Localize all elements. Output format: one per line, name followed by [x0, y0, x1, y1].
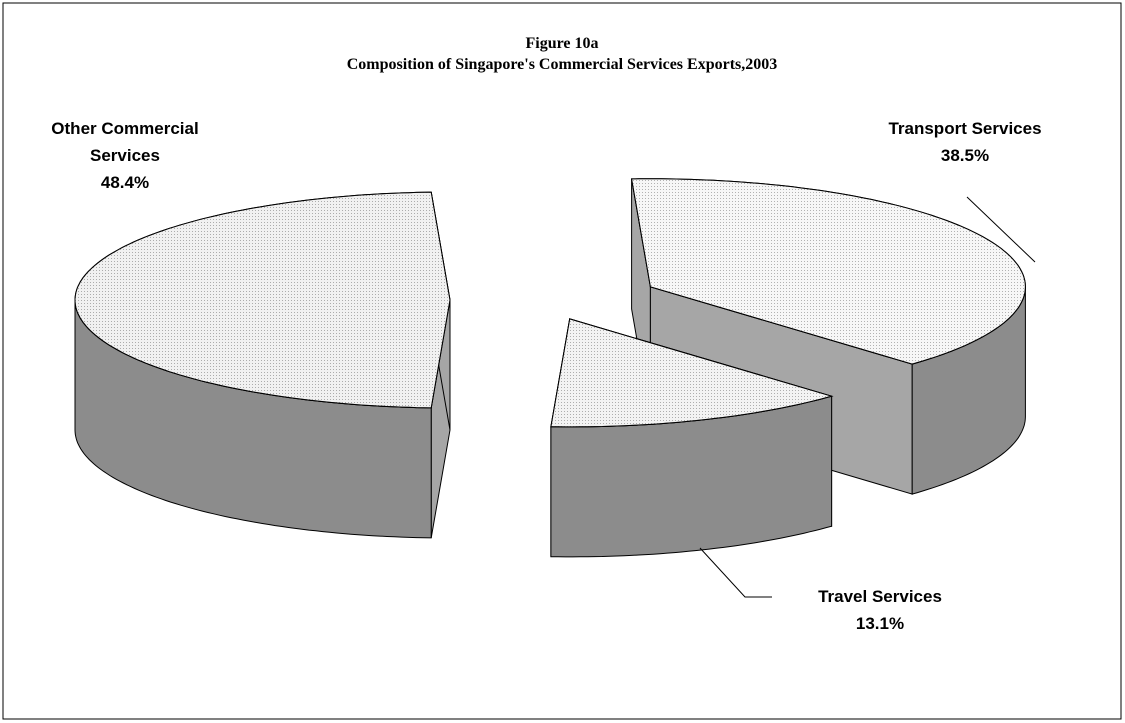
pie	[74, 178, 1026, 558]
slice-tint	[74, 191, 451, 409]
slice-tint	[631, 178, 1026, 365]
leader-line	[699, 547, 772, 598]
value-label: 48.4%	[100, 173, 150, 192]
slice-label: Other Commercial Services 48.4%	[30, 115, 220, 196]
category-label: Other Commercial Services	[51, 119, 199, 165]
chart-title: Figure 10a	[525, 35, 598, 52]
leader-line	[966, 196, 1036, 263]
category-label: Transport Services	[888, 119, 1042, 138]
value-label: 38.5%	[940, 146, 990, 165]
chart-subtitle: Composition of Singapore's Commercial Se…	[347, 56, 778, 73]
slice-tint	[550, 318, 834, 428]
value-label: 13.1%	[855, 614, 905, 633]
slice-label: Transport Services 38.5%	[860, 115, 1070, 169]
category-label: Travel Services	[818, 587, 942, 606]
slice-label: Travel Services 13.1%	[775, 583, 985, 637]
